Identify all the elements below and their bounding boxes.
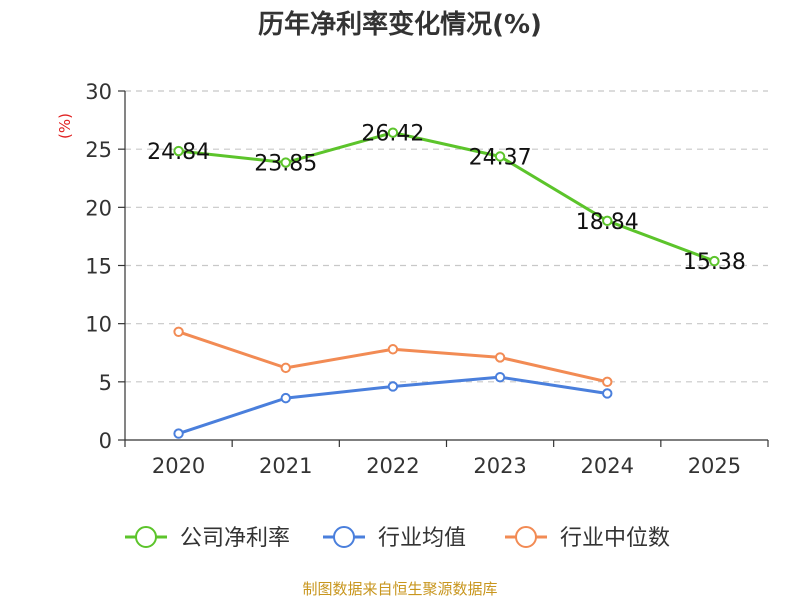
- legend-marker: [135, 526, 157, 548]
- y-tick-label: 30: [85, 80, 112, 104]
- data-point[interactable]: [387, 344, 399, 355]
- data-label: 24.37: [469, 145, 532, 170]
- y-tick-label: 25: [85, 138, 112, 162]
- legend[interactable]: 公司净利率 行业均值 行业中位数: [125, 526, 670, 551]
- y-axis-label: (%): [56, 113, 74, 139]
- x-tick-label: 2022: [366, 454, 419, 478]
- data-point[interactable]: [602, 376, 613, 388]
- data-point[interactable]: [709, 255, 720, 267]
- chart-title: 历年净利率变化情况(%): [258, 9, 542, 40]
- legend-label: 行业中位数: [560, 526, 670, 551]
- y-tick-label: 0: [99, 429, 112, 453]
- x-tick-label: 2024: [581, 454, 634, 478]
- data-point[interactable]: [602, 215, 613, 227]
- legend-label: 公司净利率: [180, 526, 290, 551]
- series-line: [178, 131, 715, 263]
- x-tick-label: 2021: [259, 454, 312, 478]
- x-tick-label: 2025: [688, 454, 741, 478]
- data-point[interactable]: [387, 381, 399, 392]
- data-labels: 24.84 23.85 26.42 24.37 18.84 15.38: [147, 122, 746, 275]
- y-tick-label: 20: [85, 196, 112, 220]
- data-label: 26.42: [361, 122, 424, 147]
- legend-item[interactable]: 行业中位数: [505, 526, 670, 551]
- data-point[interactable]: [494, 371, 506, 383]
- x-tick-label: 2020: [152, 454, 205, 478]
- data-label: 15.38: [683, 250, 746, 275]
- legend-marker: [333, 526, 355, 548]
- grid: [125, 90, 768, 383]
- data-label: 18.84: [576, 210, 639, 235]
- data-point[interactable]: [494, 352, 506, 363]
- data-point[interactable]: [494, 151, 506, 162]
- x-tick-label: 2023: [473, 454, 526, 478]
- legend-item[interactable]: 公司净利率: [125, 526, 290, 551]
- series-line: [178, 330, 608, 384]
- y-tick-label: 10: [85, 313, 112, 337]
- data-point[interactable]: [387, 127, 399, 138]
- data-point[interactable]: [173, 145, 184, 157]
- data-point[interactable]: [173, 326, 184, 338]
- data-point[interactable]: [280, 392, 291, 404]
- legend-label: 行业均值: [378, 526, 466, 551]
- source-note: 制图数据来自恒生聚源数据库: [302, 580, 497, 598]
- data-label: 23.85: [254, 152, 317, 177]
- data-point[interactable]: [280, 362, 291, 374]
- data-label: 24.84: [147, 140, 210, 165]
- series-group: [173, 127, 720, 439]
- y-tick-label: 5: [99, 371, 112, 395]
- data-point[interactable]: [602, 388, 613, 399]
- legend-item[interactable]: 行业均值: [323, 526, 466, 551]
- legend-marker: [515, 526, 537, 548]
- y-tick-label: 15: [85, 255, 112, 279]
- data-point[interactable]: [280, 157, 291, 168]
- data-point[interactable]: [173, 428, 184, 439]
